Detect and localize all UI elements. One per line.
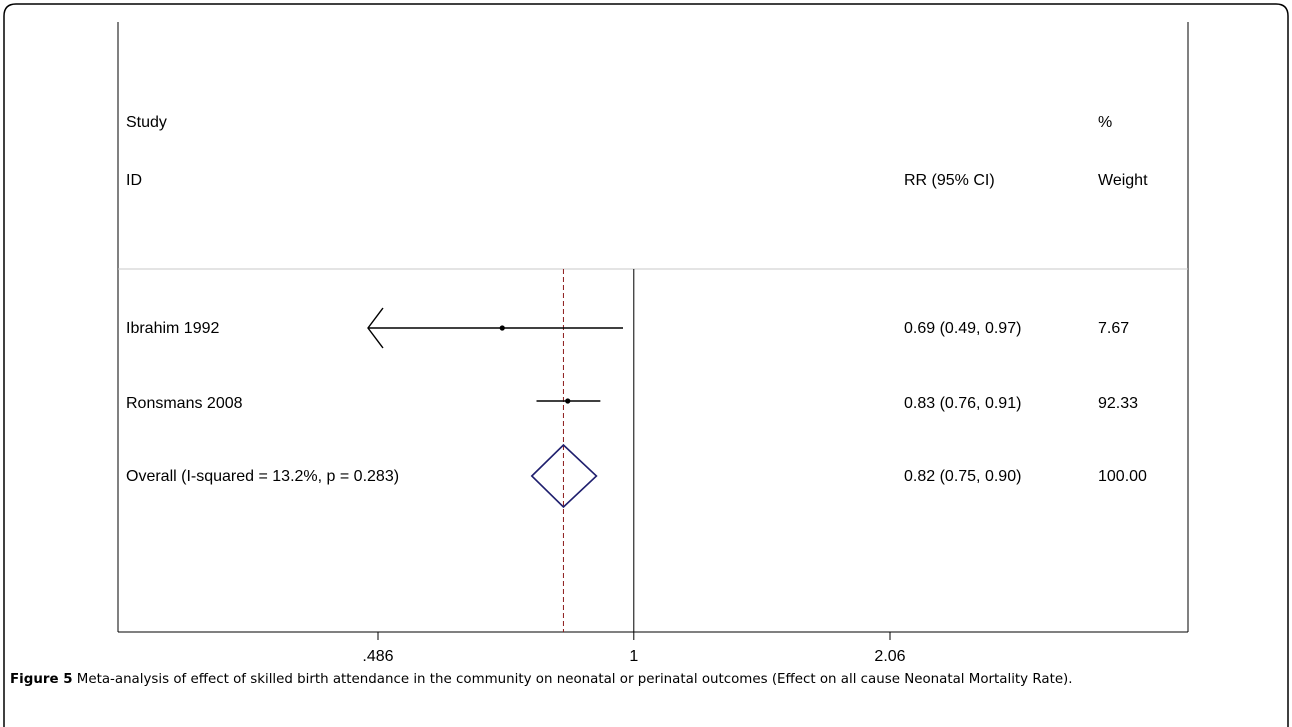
header-study: Study xyxy=(126,114,167,131)
overall-weight: 100.00 xyxy=(1098,468,1147,485)
frame-border xyxy=(3,3,1289,727)
header-effect: RR (95% CI) xyxy=(904,172,995,189)
study-ci-arrow xyxy=(367,307,384,349)
study-name: Ibrahim 1992 xyxy=(126,320,219,337)
study-ci-text: 0.69 (0.49, 0.97) xyxy=(904,320,1021,337)
x-tick-label: 2.06 xyxy=(874,648,905,665)
x-axis: .486 1 2.06 xyxy=(362,632,906,665)
study-name: Ronsmans 2008 xyxy=(126,395,243,412)
study-point xyxy=(499,325,505,331)
study-weight: 92.33 xyxy=(1098,395,1138,412)
x-tick-label: .486 xyxy=(362,648,393,665)
caption-label: Figure 5 xyxy=(10,672,73,687)
study-marks xyxy=(367,307,623,509)
study-point xyxy=(565,398,571,404)
caption-text: Meta-analysis of effect of skilled birth… xyxy=(72,672,1073,687)
header-weight: Weight xyxy=(1098,172,1148,189)
study-weight: 7.67 xyxy=(1098,320,1129,337)
header-id: ID xyxy=(126,172,142,189)
forest-plot: Study ID RR (95% CI) % Weight .486 1 2.06 … xyxy=(117,22,1189,665)
figure-caption: Figure 5 Meta-analysis of effect of skil… xyxy=(10,670,1278,690)
overall-ci-text: 0.82 (0.75, 0.90) xyxy=(904,468,1021,485)
study-ci-text: 0.83 (0.76, 0.91) xyxy=(904,395,1021,412)
header-weight-pct: % xyxy=(1098,114,1112,131)
overall-diamond xyxy=(530,443,598,509)
x-tick-label: 1 xyxy=(629,648,638,665)
plot-box xyxy=(117,22,1189,633)
overall-name: Overall (I-squared = 13.2%, p = 0.283) xyxy=(126,468,399,485)
